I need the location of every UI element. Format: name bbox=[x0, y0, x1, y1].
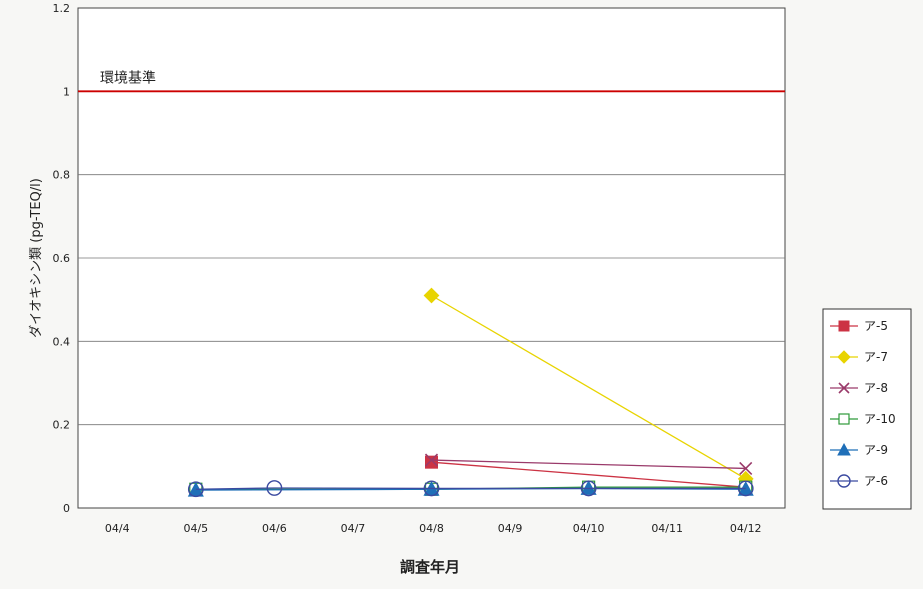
x-tick-label: 04/6 bbox=[262, 522, 287, 535]
data-point bbox=[423, 287, 440, 304]
y-tick-label: 0.6 bbox=[53, 252, 71, 265]
legend-marker bbox=[838, 413, 850, 425]
legend-marker bbox=[837, 442, 851, 456]
legend-marker bbox=[838, 320, 850, 332]
legend-box bbox=[822, 308, 912, 510]
legend-marker bbox=[837, 350, 851, 364]
data-point bbox=[266, 480, 283, 496]
y-tick-label: 0.2 bbox=[53, 419, 71, 432]
legend: ア-5 ア-7 ア-8 ア-10 ア-9 ア-6 bbox=[822, 308, 912, 510]
series-line bbox=[431, 459, 746, 470]
series-group bbox=[187, 287, 754, 498]
x-tick-label: 04/12 bbox=[730, 522, 762, 535]
legend-label: ア-5 bbox=[864, 319, 888, 333]
x-tick-label: 04/10 bbox=[573, 522, 605, 535]
x-tick-label: 04/8 bbox=[419, 522, 444, 535]
legend-marker bbox=[838, 382, 850, 394]
data-point bbox=[425, 455, 438, 469]
legend-item: ア-8 bbox=[830, 381, 888, 395]
data-point bbox=[737, 480, 754, 497]
data-point bbox=[187, 481, 204, 498]
y-tick-label: 0.4 bbox=[53, 335, 71, 348]
y-axis-title: ダイオキシン類 (pg-TEQ/l) bbox=[29, 178, 44, 338]
reference-line-group: 環境基準 bbox=[78, 69, 785, 93]
legend-item: ア-9 bbox=[830, 442, 888, 457]
x-tick-label: 04/11 bbox=[651, 522, 683, 535]
x-tick-label: 04/7 bbox=[341, 522, 366, 535]
y-tick-label: 1.2 bbox=[53, 2, 71, 15]
series-1 bbox=[423, 287, 754, 487]
reference-line-label: 環境基準 bbox=[100, 69, 156, 86]
legend-item: ア-6 bbox=[830, 474, 888, 488]
data-point bbox=[424, 453, 439, 467]
data-point bbox=[423, 480, 440, 497]
series-line bbox=[195, 487, 746, 490]
y-tick-label: 0.8 bbox=[53, 169, 71, 182]
legend-item: ア-7 bbox=[830, 350, 888, 364]
x-axis-title: 調査年月 bbox=[400, 558, 460, 576]
data-point bbox=[739, 461, 753, 475]
legend-item: ア-5 bbox=[830, 319, 888, 333]
series-5 bbox=[187, 480, 754, 498]
y-tick-label: 0 bbox=[63, 502, 70, 515]
legend-item: ア-10 bbox=[830, 412, 896, 426]
x-axis-ticks: 04/4 04/5 04/6 04/7 04/8 04/9 04/10 04/11 04/12 bbox=[105, 522, 762, 535]
series-line bbox=[431, 294, 747, 480]
series-2 bbox=[424, 453, 753, 475]
legend-label: ア-10 bbox=[864, 412, 896, 426]
data-point bbox=[580, 480, 597, 497]
x-tick-label: 04/9 bbox=[498, 522, 523, 535]
x-tick-label: 04/5 bbox=[183, 522, 208, 535]
y-tick-label: 1 bbox=[63, 85, 70, 98]
legend-label: ア-8 bbox=[864, 381, 888, 395]
y-axis-ticks: 0 0.2 0.4 0.6 0.8 1 1.2 bbox=[53, 2, 71, 515]
legend-marker bbox=[837, 474, 851, 488]
x-tick-label: 04/4 bbox=[105, 522, 130, 535]
series-line bbox=[431, 461, 746, 488]
legend-label: ア-6 bbox=[864, 474, 888, 488]
legend-label: ア-9 bbox=[864, 443, 888, 457]
legend-label: ア-7 bbox=[864, 350, 888, 364]
